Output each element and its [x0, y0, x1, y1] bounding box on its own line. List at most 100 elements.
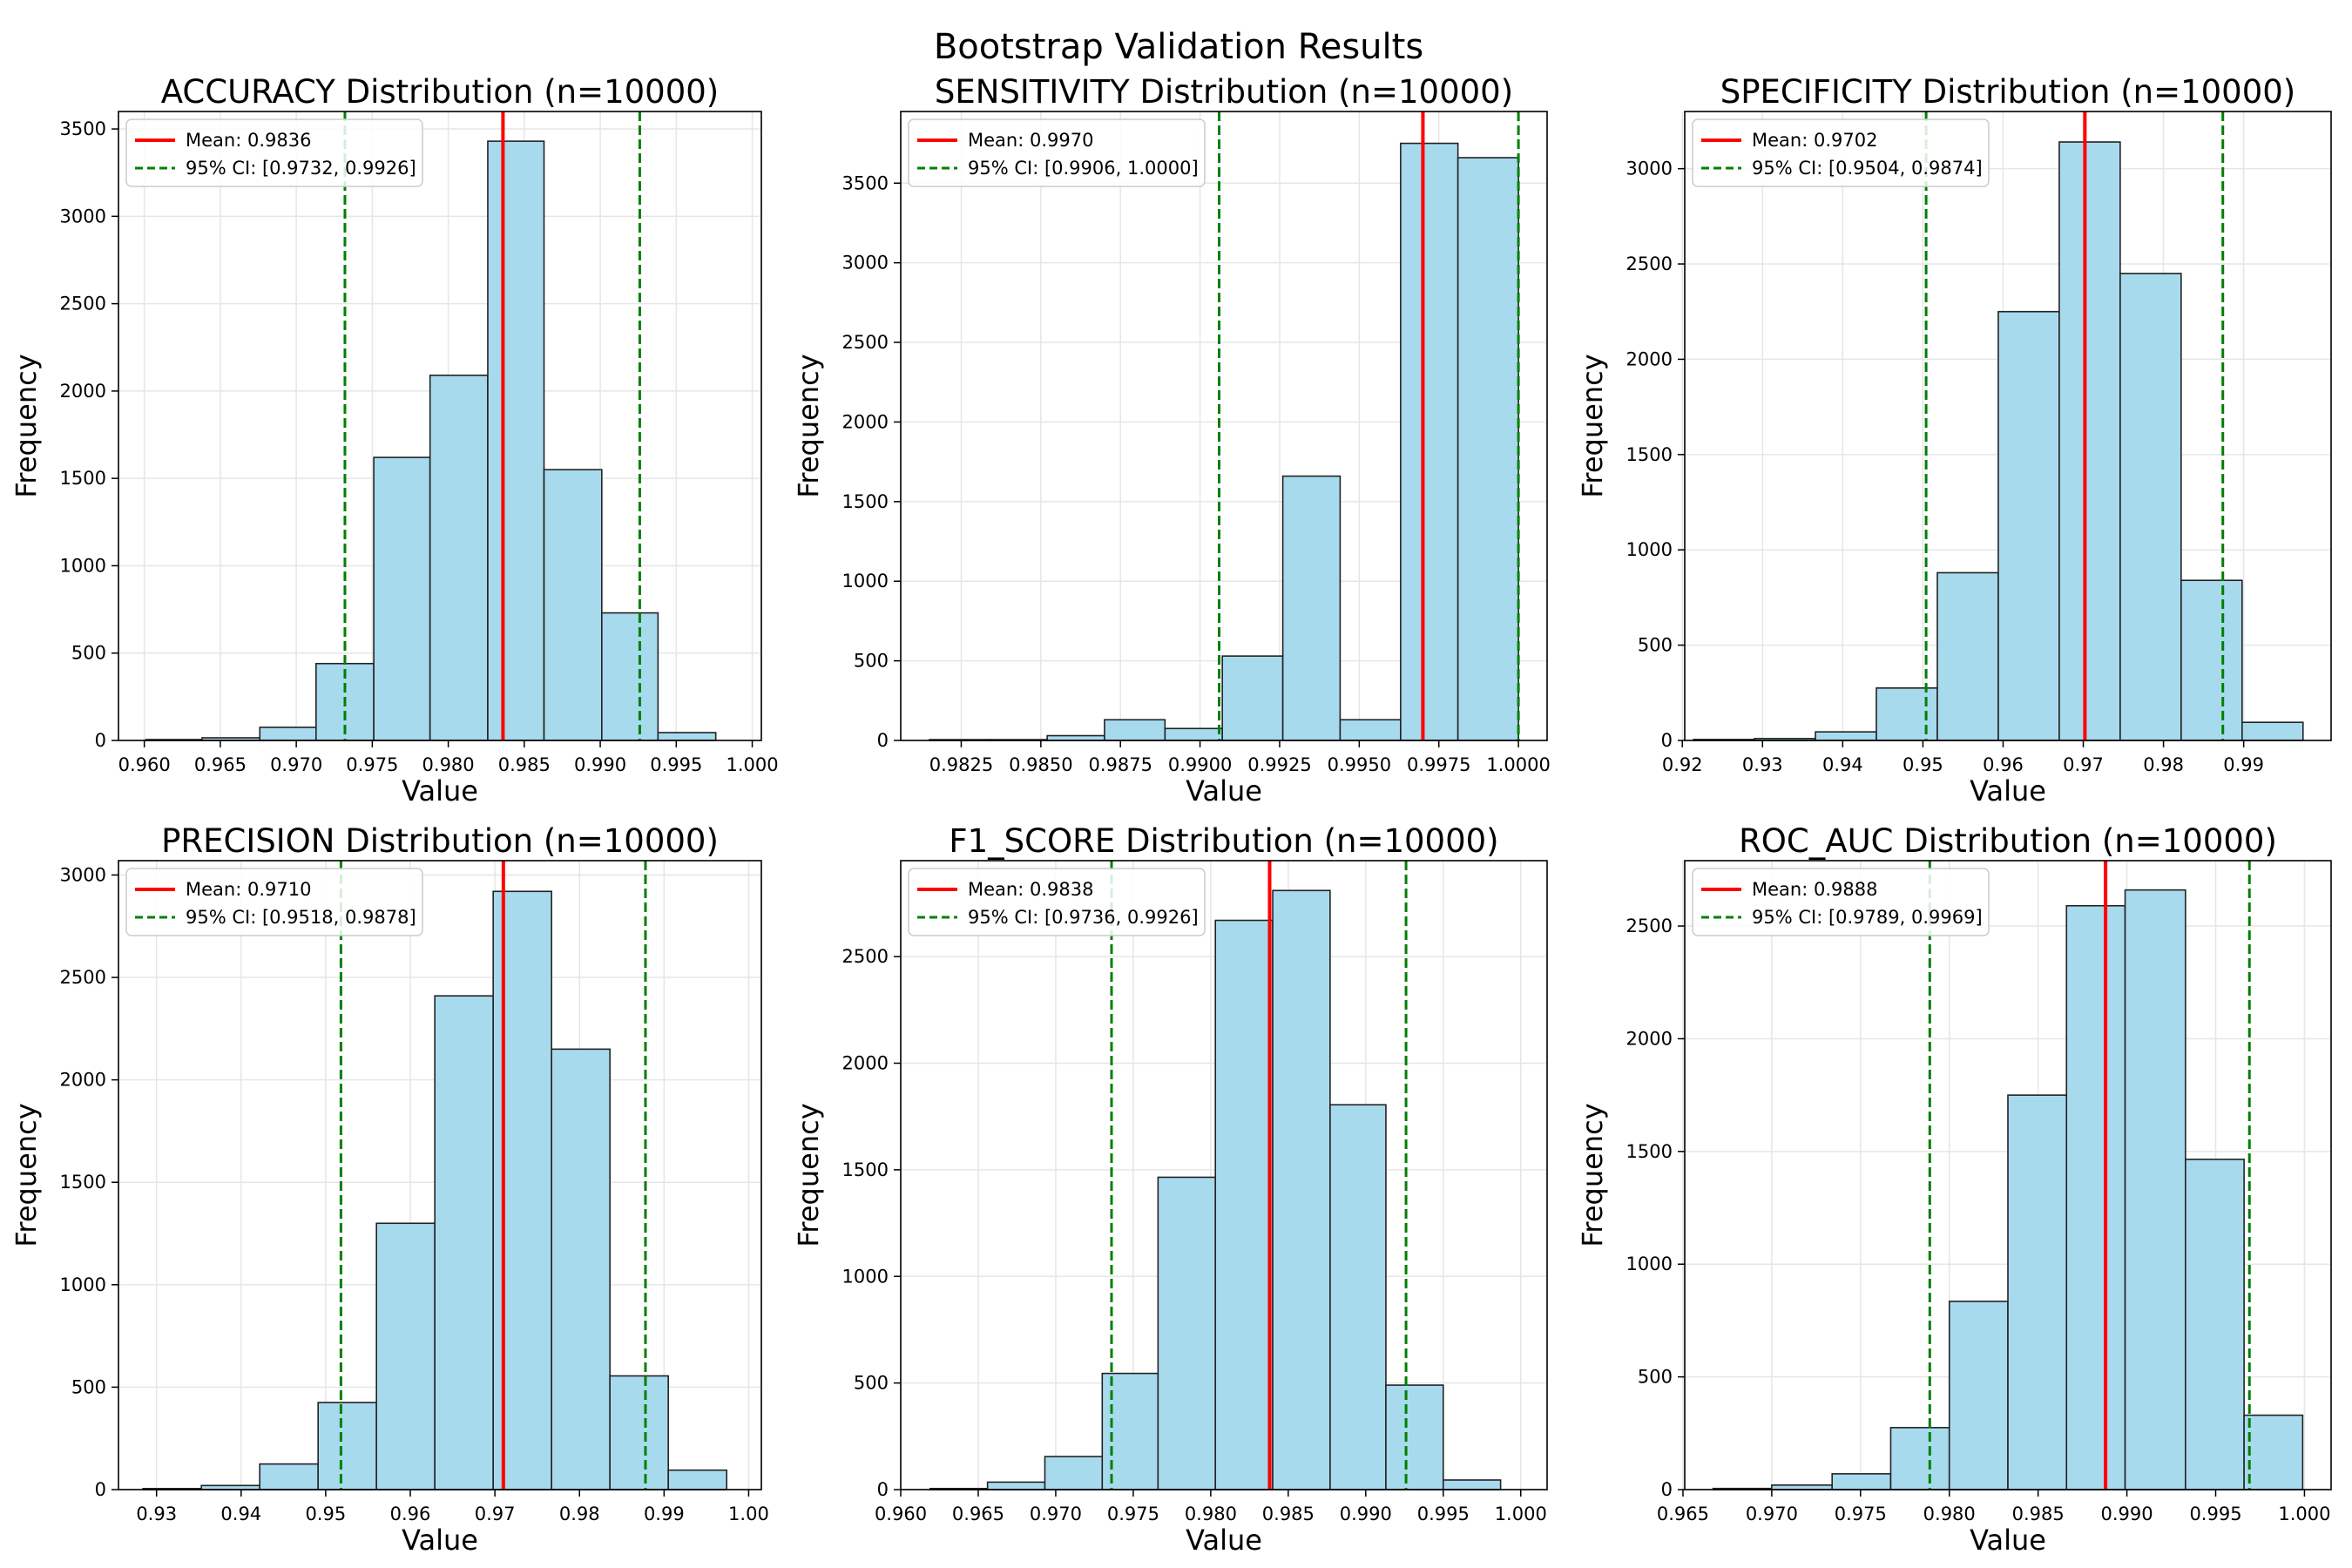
- legend-box: [1692, 868, 1990, 936]
- legend-mean-label: Mean: 0.9710: [186, 879, 311, 900]
- x-tick-label: 0.980: [422, 754, 475, 775]
- histogram-bar: [1997, 310, 2060, 741]
- histogram-bar: [1456, 157, 1519, 741]
- chart-panel: 0.965 0.970 0.975 0.980 0.985 0.990 0.995 1.000…: [1576, 822, 2332, 1557]
- x-tick-label: 0.970: [270, 754, 322, 775]
- x-tick-label: 0.9900: [1168, 754, 1232, 775]
- x-tick-label: 0.975: [346, 754, 398, 775]
- axes-frame: [1684, 860, 2332, 1490]
- histogram-bar: [1157, 1176, 1217, 1490]
- x-tick-label: 0.99: [2223, 754, 2264, 775]
- x-tick-label: 0.95: [1903, 754, 1943, 775]
- x-tick-label: 0.9850: [1009, 754, 1072, 775]
- x-tick-label: 0.9950: [1328, 754, 1391, 775]
- histogram-bar: [2185, 1159, 2245, 1490]
- y-axis-label: Frequency: [10, 354, 43, 497]
- x-tick-label: 0.97: [2063, 754, 2104, 775]
- histogram-bar: [375, 1222, 436, 1490]
- x-tick-label: 0.975: [1107, 1504, 1159, 1524]
- legend-mean-label: Mean: 0.9970: [968, 130, 1093, 151]
- histogram-bar: [1044, 1456, 1104, 1490]
- x-tick-label: 0.990: [574, 754, 626, 775]
- x-tick-label: 0.9825: [929, 754, 993, 775]
- y-axis-label: Frequency: [792, 354, 825, 497]
- legend: Mean: 0.9710 95% CI: [0.9518, 0.9878]: [125, 868, 423, 936]
- histogram-bar: [1339, 719, 1402, 741]
- y-tick-label: 3500: [842, 172, 889, 193]
- histogram-bar: [2124, 889, 2186, 1490]
- x-axis-label: Value: [1186, 1524, 1262, 1557]
- chart-title: PRECISION Distribution (n=10000): [161, 822, 719, 860]
- legend-box: [908, 868, 1206, 936]
- x-tick-label: 0.995: [1417, 1504, 1470, 1524]
- histogram-bar: [259, 727, 317, 741]
- y-tick-label: 3500: [60, 118, 106, 139]
- histogram-bar: [1815, 731, 1877, 741]
- y-tick-label: 2000: [842, 411, 889, 432]
- y-tick-label: 1500: [60, 468, 106, 489]
- x-tick-label: 1.0000: [1486, 754, 1550, 775]
- figure-title: Bootstrap Validation Results: [934, 27, 1423, 67]
- histogram-bar: [1831, 1473, 1892, 1490]
- legend-ci-label: 95% CI: [0.9518, 0.9878]: [186, 907, 416, 928]
- y-tick-label: 1000: [842, 1266, 889, 1287]
- legend: Mean: 0.9888 95% CI: [0.9789, 0.9969]: [1692, 868, 1990, 936]
- y-tick-label: 2500: [842, 332, 889, 353]
- y-tick-label: 3000: [842, 253, 889, 274]
- x-tick-label: 0.980: [1185, 1504, 1237, 1524]
- axes-frame: [1684, 111, 2332, 741]
- histogram-bar: [1329, 1104, 1387, 1490]
- axes-frame: [900, 860, 1548, 1490]
- histogram-bar: [2180, 579, 2243, 741]
- histogram-bar: [657, 732, 717, 741]
- y-tick-label: 0: [95, 730, 106, 751]
- y-tick-label: 0: [877, 1479, 889, 1500]
- y-tick-label: 2000: [60, 381, 106, 402]
- histogram-bar: [1272, 889, 1331, 1490]
- legend-mean-label: Mean: 0.9838: [968, 879, 1093, 900]
- histogram-bar: [1948, 1301, 2009, 1490]
- y-tick-label: 500: [71, 643, 106, 664]
- x-tick-label: 0.98: [559, 1504, 600, 1524]
- x-tick-label: 0.980: [1923, 1504, 1976, 1524]
- y-tick-label: 2500: [60, 294, 106, 314]
- y-axis-label: Frequency: [792, 1103, 825, 1247]
- histogram-bar: [1221, 655, 1284, 741]
- legend-ci-label: 95% CI: [0.9906, 1.0000]: [968, 158, 1199, 179]
- histogram-bar: [1400, 142, 1459, 741]
- chart-title: ROC_AUC Distribution (n=10000): [1739, 822, 2277, 860]
- legend: Mean: 0.9702 95% CI: [0.9504, 0.9874]: [1692, 118, 1990, 187]
- legend-box: [908, 118, 1206, 187]
- y-tick-label: 3000: [60, 864, 106, 885]
- y-tick-label: 1000: [842, 571, 889, 591]
- histogram-bar: [2007, 1094, 2068, 1490]
- y-tick-label: 1000: [60, 1274, 106, 1295]
- chart-title: ACCURACY Distribution (n=10000): [161, 73, 719, 111]
- histogram-bar: [259, 1463, 319, 1490]
- x-tick-label: 0.970: [1030, 1504, 1082, 1524]
- x-tick-label: 0.94: [220, 1504, 261, 1524]
- x-tick-label: 1.000: [2278, 1504, 2330, 1524]
- legend-ci-label: 95% CI: [0.9732, 0.9926]: [186, 158, 416, 179]
- x-tick-label: 0.96: [390, 1504, 431, 1524]
- y-tick-label: 1000: [1626, 539, 1673, 560]
- y-tick-label: 2500: [60, 967, 106, 988]
- x-tick-label: 0.985: [2012, 1504, 2065, 1524]
- y-tick-label: 1500: [842, 1159, 889, 1180]
- x-tick-label: 0.9875: [1088, 754, 1152, 775]
- y-tick-label: 0: [1661, 1479, 1673, 1500]
- x-tick-label: 0.965: [952, 1504, 1004, 1524]
- histogram-bar: [1046, 734, 1105, 741]
- x-tick-label: 0.995: [2189, 1504, 2241, 1524]
- x-tick-label: 0.9975: [1407, 754, 1470, 775]
- histogram-bar: [2243, 1414, 2304, 1490]
- x-tick-label: 0.93: [136, 1504, 177, 1524]
- x-tick-label: 0.985: [1262, 1504, 1315, 1524]
- axes-frame: [900, 111, 1548, 741]
- chart-title: F1_SCORE Distribution (n=10000): [949, 822, 1498, 860]
- histogram-bar: [1281, 475, 1342, 741]
- y-tick-label: 2000: [1626, 348, 1673, 369]
- x-tick-label: 0.965: [194, 754, 247, 775]
- y-tick-label: 3000: [1626, 159, 1673, 179]
